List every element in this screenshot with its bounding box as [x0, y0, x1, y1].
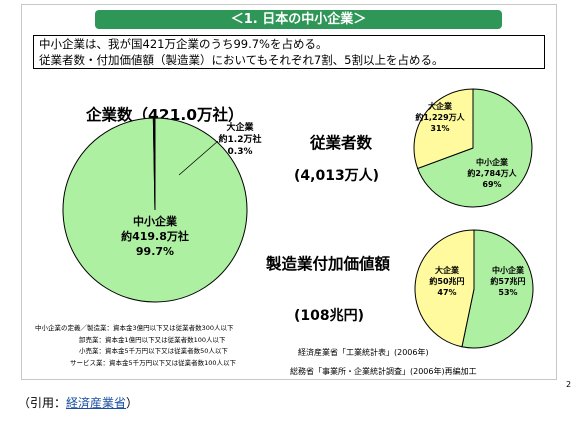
value-added-chart-total: (108兆円) — [294, 308, 365, 324]
citation-suffix: ） — [126, 396, 139, 410]
page-number: 2 — [566, 380, 571, 389]
slide-title-banner: ＜1. 日本の中小企業＞ — [95, 10, 502, 29]
slice-label: 中小企業 — [133, 214, 178, 228]
value-added-chart-title: 製造業付加価値額 — [266, 255, 391, 273]
definition-line: 中小企業の定義／製造業：資本金3億円以下又は従業者数300人以下 — [35, 324, 234, 332]
slice-label: 中小企業 — [492, 265, 525, 275]
slice-percent-label: 99.7% — [136, 245, 174, 258]
slide: ＜1. 日本の中小企業＞ 中小企業は、我が国421万企業のうち99.7%を占める… — [21, 4, 557, 380]
slice-value-label: 約2,784万人 — [467, 168, 517, 178]
large-slice-edge — [153, 117, 156, 211]
slice-value-label: 約1,229万人 — [415, 112, 465, 122]
definition-line: 小売業：資本金5千万円以下又は従業者数50人以下 — [79, 347, 228, 356]
pie-slice-sme — [417, 88, 533, 208]
definition-line: 卸売業：資本金1億円以下又は従業者数100人以下 — [79, 335, 226, 344]
pie-slice-large — [413, 88, 474, 170]
slice-label: 中小企業 — [476, 157, 509, 167]
slice-percent-label: 53% — [498, 288, 517, 297]
slice-percent-label: 47% — [437, 288, 456, 297]
citation-prefix: （引用： — [18, 396, 67, 410]
slice-value-label: 約1.2万社 — [219, 133, 262, 145]
citation: （引用：経済産業省） — [18, 394, 138, 411]
intro-box: 中小企業は、我が国421万企業のうち99.7%を占める。 従業者数・付加価値額（… — [33, 35, 545, 69]
slice-percent-label: 31% — [430, 124, 449, 133]
citation-link[interactable]: 経済産業省 — [66, 396, 127, 410]
sme-definitions: 中小企業の定義／製造業：資本金3億円以下又は従業者数300人以下 卸売業：資本金… — [35, 323, 236, 369]
leader-line — [178, 140, 219, 176]
slice-label: 大企業 — [435, 265, 460, 275]
slice-percent-label: 0.3% — [228, 147, 253, 157]
slice-percent-label: 69% — [482, 180, 501, 189]
source-note-2: 総務省「事業所・企業統計調査」(2006年)再編加工 — [290, 367, 477, 376]
pie-slice-large — [414, 229, 475, 348]
intro-line-2: 従業者数・付加価値額（製造業）においてもそれぞれ7割、5割以上を占める。 — [39, 53, 444, 67]
enterprises-chart-title: 企業数（421.0万社） — [86, 106, 244, 124]
slice-value-label: 約50兆円 — [429, 276, 464, 286]
source-note-1: 経済産業省「工業統計表」(2006年) — [298, 348, 429, 357]
pie-slice-sme — [461, 229, 534, 349]
employees-chart-total: (4,013万人) — [294, 168, 380, 184]
employees-chart-title: 従業者数 — [310, 134, 373, 152]
slice-label: 大企業 — [226, 121, 254, 133]
slice-value-label: 約419.8万社 — [121, 229, 189, 243]
definition-line: サービス業：資本金5千万円以下又は従業者数100人以下 — [70, 358, 237, 367]
slice-value-label: 約57兆円 — [490, 276, 525, 286]
slice-label: 大企業 — [428, 101, 453, 111]
intro-line-1: 中小企業は、我が国421万企業のうち99.7%を占める。 — [39, 37, 328, 51]
